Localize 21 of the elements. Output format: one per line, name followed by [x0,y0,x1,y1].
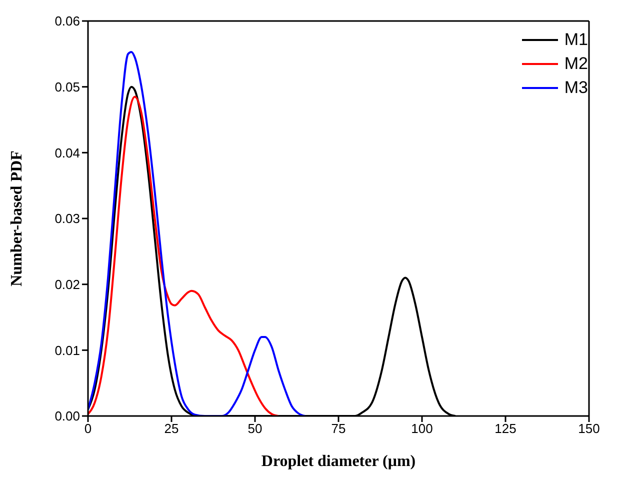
x-tick-label: 25 [164,421,179,436]
y-tick-label: 0.02 [54,276,80,292]
legend-label: M2 [564,54,588,74]
x-tick-label: 150 [578,421,600,436]
x-tick-label: 50 [248,421,262,436]
y-tick-label: 0.01 [54,342,80,358]
y-tick-label: 0.04 [54,145,80,160]
y-tick-label: 0.06 [54,14,80,29]
legend-label: M3 [564,78,588,98]
y-tick-label: 0.00 [54,408,80,424]
legend-label: M1 [564,30,588,50]
line-series [88,96,280,416]
line-series [88,50,306,416]
y-axis-title: Number-based PDF [8,150,26,286]
x-tick-label: 75 [331,421,346,436]
x-axis-title: Droplet diameter (μm) [261,453,416,470]
x-tick-label: 0 [84,421,92,436]
y-tick-label: 0.05 [54,79,80,94]
y-tick-label: 0.03 [54,211,80,226]
x-tick-label: 125 [494,421,516,436]
x-tick-label: 100 [411,421,433,436]
